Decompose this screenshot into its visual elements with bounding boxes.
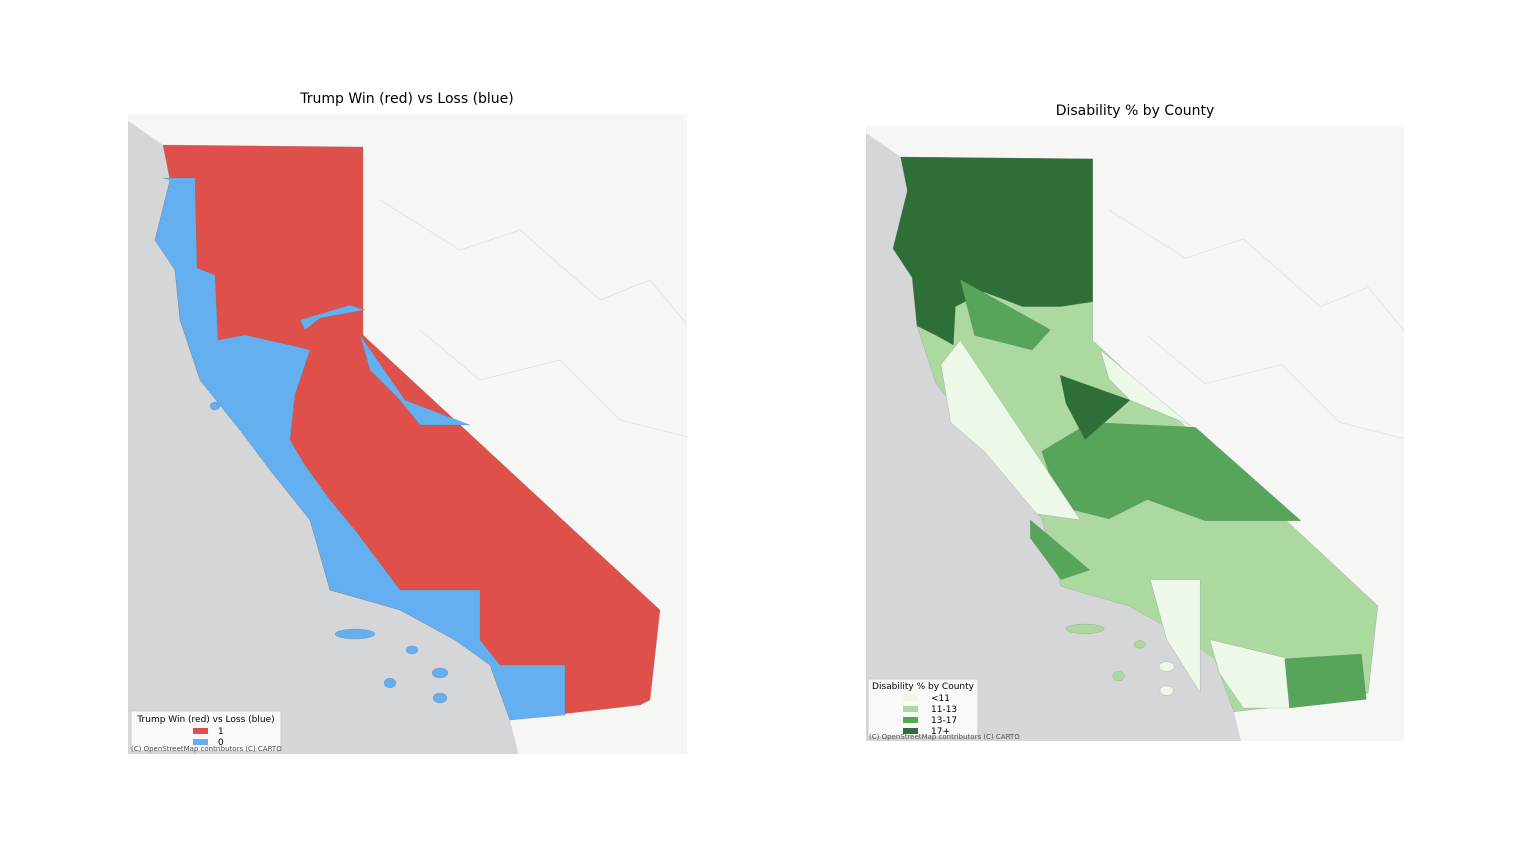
county-region bbox=[431, 667, 449, 679]
county-region bbox=[1133, 640, 1146, 649]
map-panel bbox=[866, 126, 1404, 741]
legend-label: 1 bbox=[218, 727, 224, 737]
county-region bbox=[892, 156, 1093, 346]
map-title: Disability % by County bbox=[1056, 103, 1215, 119]
legend-swatch bbox=[903, 717, 918, 723]
legend-swatch bbox=[903, 706, 918, 712]
county-region bbox=[154, 177, 566, 721]
county-region bbox=[1065, 623, 1105, 634]
county-region bbox=[1059, 374, 1131, 441]
county-region bbox=[432, 692, 448, 704]
county-region bbox=[359, 334, 471, 426]
county-region bbox=[1209, 639, 1290, 709]
county-region bbox=[299, 304, 366, 331]
county-region bbox=[1099, 349, 1191, 426]
county-region bbox=[1112, 671, 1125, 682]
county-region bbox=[1158, 661, 1175, 672]
legend-swatch bbox=[193, 728, 208, 734]
county-region bbox=[383, 677, 397, 689]
county-region bbox=[334, 628, 376, 640]
county-region bbox=[940, 340, 1081, 521]
legend-label: 17+ bbox=[931, 727, 950, 737]
county-region bbox=[1284, 653, 1367, 709]
county-region bbox=[1150, 579, 1201, 694]
legend-label: <11 bbox=[931, 694, 950, 704]
county-region bbox=[1030, 519, 1091, 580]
attribution: (C) OpenStreetMap contributors (C) CARTO bbox=[131, 745, 282, 753]
legend-title: Trump Win (red) vs Loss (blue) bbox=[136, 715, 274, 725]
legend-label: 13-17 bbox=[931, 716, 957, 726]
county-region bbox=[405, 645, 419, 655]
attribution: (C) OpenStreetMap contributors (C) CARTO bbox=[869, 733, 1020, 741]
legend-label: 0 bbox=[218, 738, 224, 748]
county-region bbox=[209, 401, 221, 411]
legend-label: 11-13 bbox=[931, 705, 957, 715]
county-region bbox=[959, 279, 1051, 351]
map-panel bbox=[128, 114, 687, 754]
map-title: Trump Win (red) vs Loss (blue) bbox=[299, 91, 514, 107]
legend-title: Disability % by County bbox=[872, 682, 975, 692]
legend-swatch bbox=[903, 728, 918, 734]
legend: Trump Win (red) vs Loss (blue) 10 bbox=[130, 710, 282, 752]
legend-swatch bbox=[193, 739, 208, 745]
county-region bbox=[1159, 685, 1174, 696]
legend-swatch bbox=[903, 695, 918, 701]
